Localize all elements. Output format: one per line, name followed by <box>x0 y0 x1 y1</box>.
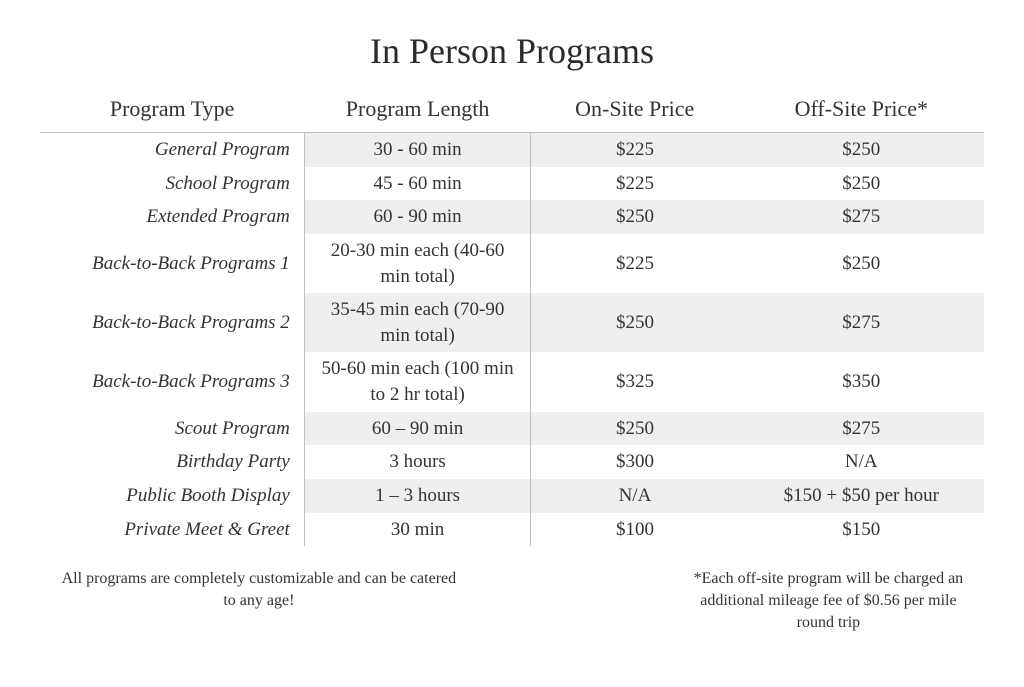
cell-program-type: Birthday Party <box>40 445 304 479</box>
footnote-left: All programs are completely customizable… <box>60 568 458 633</box>
table-header-row: Program Type Program Length On-Site Pric… <box>40 90 984 133</box>
cell-program-length: 60 – 90 min <box>304 412 531 446</box>
cell-program-type: Back-to-Back Programs 3 <box>40 352 304 411</box>
cell-program-length: 50-60 min each (100 min to 2 hr total) <box>304 352 531 411</box>
cell-program-length: 60 - 90 min <box>304 200 531 234</box>
col-header-program-type: Program Type <box>40 90 304 133</box>
cell-program-type: General Program <box>40 133 304 167</box>
cell-offsite-price: N/A <box>739 445 984 479</box>
cell-program-type: Public Booth Display <box>40 479 304 513</box>
cell-onsite-price: $100 <box>531 513 739 547</box>
cell-onsite-price: $250 <box>531 412 739 446</box>
cell-onsite-price: $225 <box>531 133 739 167</box>
cell-program-type: Extended Program <box>40 200 304 234</box>
cell-offsite-price: $350 <box>739 352 984 411</box>
cell-program-length: 3 hours <box>304 445 531 479</box>
cell-offsite-price: $250 <box>739 167 984 201</box>
table-row: Birthday Party 3 hours $300 N/A <box>40 445 984 479</box>
cell-program-length: 1 – 3 hours <box>304 479 531 513</box>
cell-program-length: 35-45 min each (70-90 min total) <box>304 293 531 352</box>
cell-offsite-price: $275 <box>739 200 984 234</box>
page: In Person Programs Program Type Program … <box>0 0 1024 687</box>
cell-program-type: Back-to-Back Programs 2 <box>40 293 304 352</box>
cell-program-length: 20-30 min each (40-60 min total) <box>304 234 531 293</box>
cell-program-length: 30 min <box>304 513 531 547</box>
cell-onsite-price: $225 <box>531 234 739 293</box>
col-header-onsite-price: On-Site Price <box>531 90 739 133</box>
table-row: Scout Program 60 – 90 min $250 $275 <box>40 412 984 446</box>
cell-onsite-price: $325 <box>531 352 739 411</box>
cell-program-type: Private Meet & Greet <box>40 513 304 547</box>
footnote-right: *Each off-site program will be charged a… <box>693 568 964 633</box>
table-row: School Program 45 - 60 min $225 $250 <box>40 167 984 201</box>
cell-onsite-price: $225 <box>531 167 739 201</box>
table-row: General Program 30 - 60 min $225 $250 <box>40 133 984 167</box>
cell-onsite-price: N/A <box>531 479 739 513</box>
cell-offsite-price: $275 <box>739 412 984 446</box>
cell-program-type: School Program <box>40 167 304 201</box>
cell-offsite-price: $150 + $50 per hour <box>739 479 984 513</box>
cell-onsite-price: $250 <box>531 293 739 352</box>
table-row: Back-to-Back Programs 3 50-60 min each (… <box>40 352 984 411</box>
cell-offsite-price: $150 <box>739 513 984 547</box>
table-row: Back-to-Back Programs 2 35-45 min each (… <box>40 293 984 352</box>
cell-onsite-price: $300 <box>531 445 739 479</box>
cell-program-length: 30 - 60 min <box>304 133 531 167</box>
cell-program-type: Back-to-Back Programs 1 <box>40 234 304 293</box>
cell-program-type: Scout Program <box>40 412 304 446</box>
cell-offsite-price: $250 <box>739 234 984 293</box>
page-title: In Person Programs <box>40 30 984 72</box>
footnotes: All programs are completely customizable… <box>40 568 984 633</box>
table-row: Public Booth Display 1 – 3 hours N/A $15… <box>40 479 984 513</box>
programs-table: Program Type Program Length On-Site Pric… <box>40 90 984 546</box>
table-row: Back-to-Back Programs 1 20-30 min each (… <box>40 234 984 293</box>
cell-offsite-price: $250 <box>739 133 984 167</box>
table-row: Private Meet & Greet 30 min $100 $150 <box>40 513 984 547</box>
col-header-program-length: Program Length <box>304 90 531 133</box>
cell-program-length: 45 - 60 min <box>304 167 531 201</box>
cell-offsite-price: $275 <box>739 293 984 352</box>
col-header-offsite-price: Off-Site Price* <box>739 90 984 133</box>
cell-onsite-price: $250 <box>531 200 739 234</box>
table-row: Extended Program 60 - 90 min $250 $275 <box>40 200 984 234</box>
